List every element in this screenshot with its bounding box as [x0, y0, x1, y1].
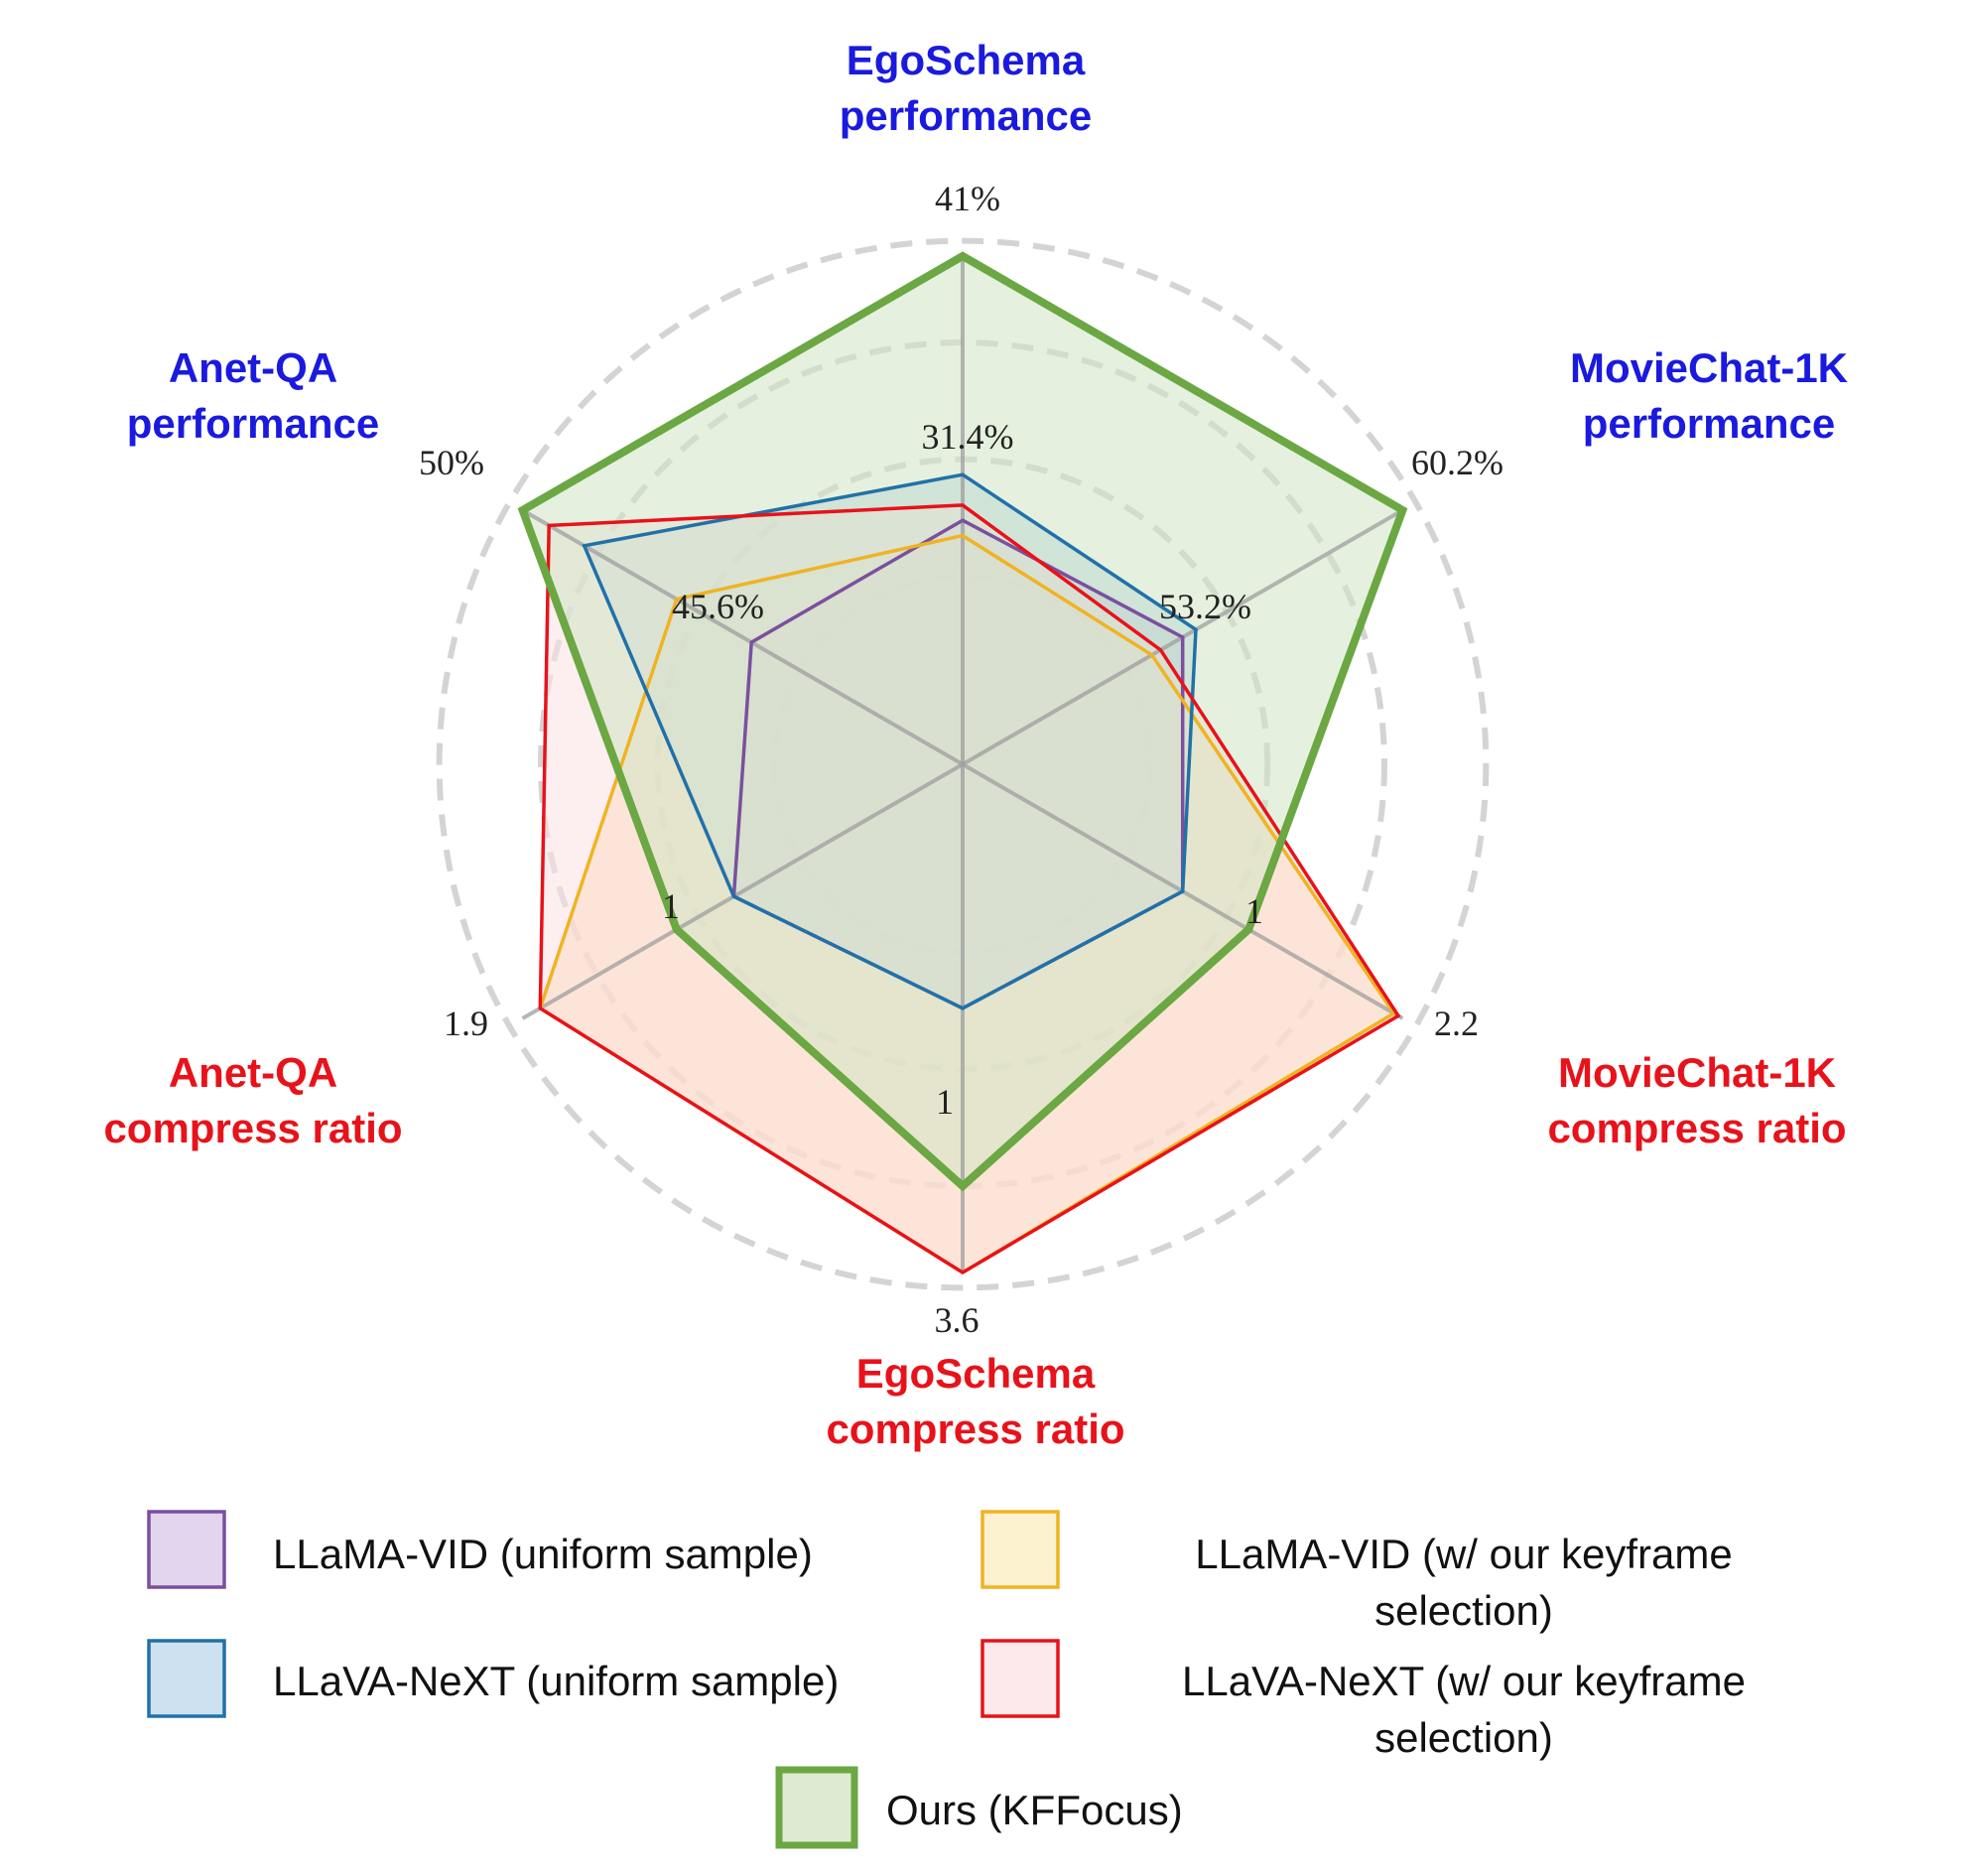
- axis-title-4-line-1: EgoSchema: [856, 1350, 1096, 1397]
- tick-inner-2: 53.2%: [1159, 587, 1251, 626]
- series-outline-4: [538, 503, 1401, 1275]
- legend-label-2-line-2: selection): [1374, 1587, 1553, 1634]
- legend-swatch-5: [775, 1766, 858, 1849]
- tick-inner-5: 1: [662, 886, 680, 926]
- axis-title-3-line-2: compress ratio: [1547, 1105, 1846, 1151]
- legend: LLaMA-VID (uniform sample) LLaMA-VID (w/ …: [147, 1510, 1746, 1849]
- radar-tick-labels: 31.4% 41% 53.2% 60.2% 1 2.2 1 3.6 1 1.9 45.6% 50%: [419, 179, 1503, 1340]
- axis-title-1-line-2: performance: [840, 92, 1092, 139]
- legend-swatch-3: [147, 1639, 226, 1718]
- axis-title-3-line-1: MovieChat-1K: [1558, 1049, 1836, 1096]
- grid-ring-4: [436, 237, 1490, 1291]
- tick-outer-1: 41%: [935, 179, 1000, 218]
- legend-label-4-line-2: selection): [1374, 1714, 1553, 1761]
- tick-inner-6: 45.6%: [672, 587, 764, 626]
- radar-series: [517, 251, 1408, 1275]
- axis-title-2-line-2: performance: [1583, 400, 1835, 447]
- legend-swatch-2: [980, 1510, 1060, 1589]
- axis-title-5-line-1: Anet-QA: [169, 1049, 337, 1096]
- series-outline-5: [517, 251, 1408, 1192]
- tick-outer-3: 2.2: [1434, 1004, 1479, 1043]
- tick-outer-6: 50%: [419, 443, 484, 482]
- axis-title-2-line-1: MovieChat-1K: [1570, 344, 1848, 391]
- tick-inner-4: 1: [936, 1082, 954, 1122]
- legend-label-1-line-1: LLaMA-VID (uniform sample): [273, 1531, 813, 1577]
- axis-spoke-6: [521, 508, 964, 766]
- axis-title-4-line-2: compress ratio: [826, 1406, 1124, 1452]
- legend-label-4-line-1: LLaVA-NeXT (w/ our keyframe: [1182, 1658, 1746, 1704]
- legend-label-3-line-1: LLaVA-NeXT (uniform sample): [273, 1658, 839, 1704]
- axis-spoke-5: [521, 762, 964, 1020]
- tick-inner-3: 1: [1245, 891, 1263, 931]
- axis-title-6-line-2: performance: [127, 400, 379, 447]
- legend-label-5-line-1: Ours (KFFocus): [886, 1787, 1183, 1833]
- tick-outer-5: 1.9: [444, 1004, 488, 1043]
- legend-swatch-4: [980, 1639, 1060, 1718]
- axis-title-6-line-1: Anet-QA: [169, 344, 337, 391]
- tick-outer-4: 3.6: [935, 1300, 980, 1340]
- tick-outer-2: 60.2%: [1411, 443, 1503, 482]
- tick-inner-1: 31.4%: [922, 417, 1014, 457]
- axis-title-1-line-1: EgoSchema: [847, 37, 1086, 83]
- radar-axis-titles: EgoSchema performance MovieChat-1K performa…: [103, 37, 1848, 1452]
- legend-label-2-line-1: LLaMA-VID (w/ our keyframe: [1195, 1531, 1733, 1577]
- axis-title-5-line-2: compress ratio: [103, 1105, 402, 1151]
- series-outline-3: [582, 472, 1198, 1010]
- legend-swatch-1: [147, 1510, 226, 1589]
